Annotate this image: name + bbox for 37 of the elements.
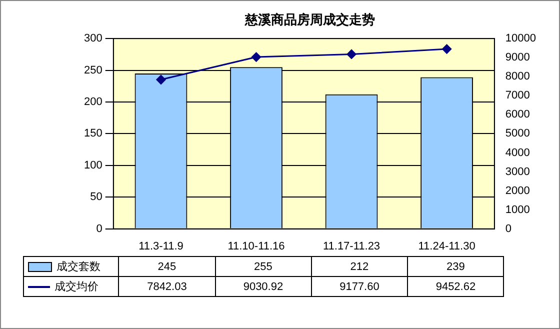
point bbox=[346, 49, 356, 59]
y2-tick-label: 3000 bbox=[505, 166, 530, 178]
chart-title: 慈溪商品房周成交走势 bbox=[244, 12, 375, 28]
y2-tick-label: 2000 bbox=[505, 184, 530, 197]
x-tick-label: 11.3-11.9 bbox=[138, 240, 184, 252]
y-tick-label: 300 bbox=[84, 32, 102, 45]
x-tick-label: 11.24-11.30 bbox=[418, 240, 476, 252]
point bbox=[156, 74, 166, 84]
y2-tick-label: 5000 bbox=[505, 128, 530, 140]
data-label: 9452.62 bbox=[408, 276, 504, 296]
point bbox=[442, 44, 452, 54]
y-tick-label: 0 bbox=[96, 222, 102, 235]
y2-tick-label: 8000 bbox=[505, 70, 530, 83]
x-tick-label: 11.10-11.16 bbox=[228, 240, 285, 252]
data-label: 7842.03 bbox=[118, 276, 216, 296]
data-label: 9177.60 bbox=[311, 276, 408, 296]
y2-tick-label: 10000 bbox=[505, 32, 536, 45]
point bbox=[252, 52, 261, 62]
y2-tick-label: 6000 bbox=[505, 108, 530, 121]
data-label: 212 bbox=[311, 256, 408, 276]
y2-tick-label: 0 bbox=[505, 222, 512, 235]
data-label: 239 bbox=[408, 256, 504, 276]
y2-tick-label: 9000 bbox=[505, 52, 530, 64]
y-tick-label: 200 bbox=[84, 96, 102, 108]
x-tick-label: 11.17-11.23 bbox=[322, 240, 380, 252]
y2-tick-label: 4000 bbox=[505, 146, 530, 159]
legend-label: 成交套数 bbox=[24, 256, 119, 276]
legend-label: 成交均价 bbox=[24, 276, 119, 296]
data-label: 255 bbox=[215, 256, 312, 276]
y-tick-label: 100 bbox=[84, 159, 102, 172]
y-tick-label: 150 bbox=[84, 128, 102, 140]
y2-tick-label: 7000 bbox=[505, 90, 530, 102]
y-tick-label: 50 bbox=[90, 191, 102, 204]
y-tick-label: 250 bbox=[84, 64, 102, 76]
y2-tick-label: 1000 bbox=[505, 204, 530, 216]
data-label: 245 bbox=[118, 256, 216, 276]
data-label: 9030.92 bbox=[215, 276, 312, 296]
